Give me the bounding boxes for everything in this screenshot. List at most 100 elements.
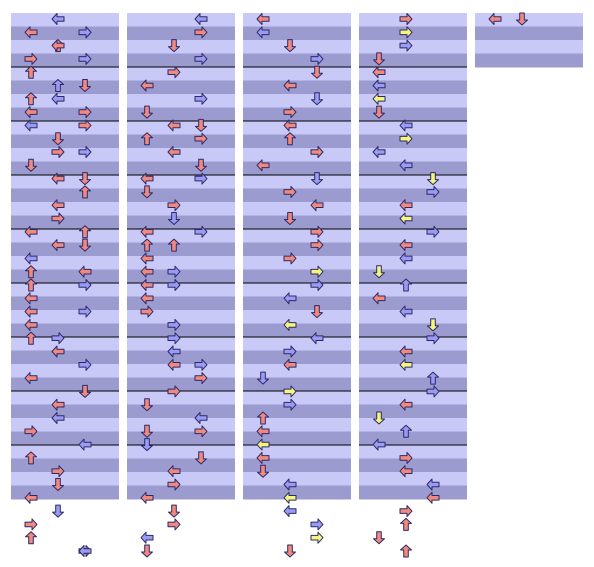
- left-arrow-icon: [78, 265, 92, 278]
- stripe: [243, 40, 351, 54]
- stripe: [127, 310, 235, 324]
- up-arrow-icon: [400, 544, 412, 558]
- stripe: [127, 107, 235, 122]
- stripe: [11, 148, 119, 162]
- left-arrow-icon: [51, 92, 65, 105]
- column-1: [11, 13, 119, 500]
- stripe: [475, 53, 583, 68]
- down-arrow-icon: [373, 265, 385, 279]
- stripe: [243, 350, 351, 365]
- left-arrow-icon: [194, 13, 208, 25]
- stripe: [11, 364, 119, 378]
- left-arrow-icon: [426, 491, 440, 504]
- left-arrow-icon: [24, 305, 38, 318]
- stripe: [11, 431, 119, 446]
- left-arrow-icon: [167, 146, 181, 158]
- right-arrow-icon: [167, 478, 181, 491]
- left-arrow-icon: [24, 372, 38, 385]
- left-arrow-icon: [24, 119, 38, 132]
- stripe: [127, 296, 235, 311]
- stripe: [359, 13, 467, 27]
- right-arrow-icon: [310, 225, 324, 238]
- stripe: [11, 256, 119, 270]
- down-arrow-icon: [195, 451, 207, 465]
- stripe: [359, 229, 467, 243]
- stripe: [127, 242, 235, 257]
- right-arrow-icon: [167, 518, 181, 531]
- left-arrow-icon: [140, 531, 154, 544]
- right-arrow-icon: [194, 52, 208, 65]
- stripe: [243, 269, 351, 284]
- right-arrow-icon: [194, 358, 208, 371]
- stripe: [243, 175, 351, 189]
- stripe: [359, 256, 467, 270]
- left-arrow-icon: [256, 26, 270, 39]
- right-arrow-icon: [194, 92, 208, 105]
- stripe: [359, 242, 467, 257]
- down-arrow-icon: [168, 39, 180, 53]
- down-arrow-icon: [373, 52, 385, 66]
- chart-columns: [11, 13, 583, 500]
- down-arrow-icon: [79, 172, 91, 186]
- right-arrow-icon: [167, 265, 181, 278]
- stripe: [11, 53, 119, 68]
- right-arrow-icon: [51, 212, 65, 225]
- stripe: [11, 40, 119, 54]
- stripe: [11, 94, 119, 108]
- down-arrow-icon: [373, 531, 385, 545]
- right-arrow-icon: [310, 518, 324, 531]
- right-arrow-icon: [140, 305, 154, 318]
- stripe: [11, 202, 119, 216]
- left-arrow-icon: [283, 318, 297, 331]
- left-arrow-icon: [24, 292, 38, 305]
- stripe: [127, 472, 235, 486]
- stripe: [127, 256, 235, 270]
- left-arrow-icon: [140, 279, 154, 291]
- right-arrow-icon: [167, 332, 181, 345]
- down-arrow-icon: [168, 212, 180, 225]
- down-arrow-icon: [52, 132, 64, 146]
- left-arrow-icon: [399, 465, 413, 478]
- stripe: [127, 121, 235, 135]
- stripe: [243, 121, 351, 135]
- stripe: [359, 350, 467, 365]
- stripe: [127, 40, 235, 54]
- stripe: [243, 26, 351, 41]
- right-arrow-icon: [24, 518, 38, 531]
- stripe: [127, 458, 235, 473]
- right-arrow-icon: [426, 185, 440, 198]
- stripe: [243, 107, 351, 122]
- left-arrow-icon: [256, 438, 270, 451]
- stripe: [475, 13, 583, 27]
- right-arrow-icon: [194, 26, 208, 39]
- stripe: [127, 80, 235, 95]
- stripe: [11, 296, 119, 311]
- stripe: [359, 148, 467, 162]
- stripe: [475, 40, 583, 54]
- up-arrow-icon: [257, 411, 269, 425]
- right-arrow-icon: [51, 146, 65, 158]
- stripe: [359, 80, 467, 95]
- right-arrow-icon: [78, 106, 92, 119]
- stripe: [243, 364, 351, 378]
- left-arrow-icon: [426, 478, 440, 491]
- stripe: [127, 350, 235, 365]
- down-arrow-icon: [516, 12, 528, 26]
- left-arrow-icon: [167, 465, 181, 478]
- right-arrow-icon: [24, 425, 38, 438]
- left-arrow-icon: [399, 252, 413, 265]
- right-arrow-icon: [310, 239, 324, 252]
- down-arrow-icon: [195, 158, 207, 172]
- stripe: [11, 310, 119, 324]
- stripe: [11, 283, 119, 297]
- down-arrow-icon: [284, 39, 296, 53]
- right-arrow-icon: [24, 52, 38, 65]
- right-arrow-icon: [399, 132, 413, 145]
- left-arrow-icon: [256, 425, 270, 438]
- stripe: [127, 418, 235, 432]
- stripe: [11, 229, 119, 243]
- down-arrow-icon: [52, 504, 64, 518]
- stripe: [243, 242, 351, 257]
- left-arrow-icon: [399, 239, 413, 252]
- left-arrow-icon: [310, 199, 324, 212]
